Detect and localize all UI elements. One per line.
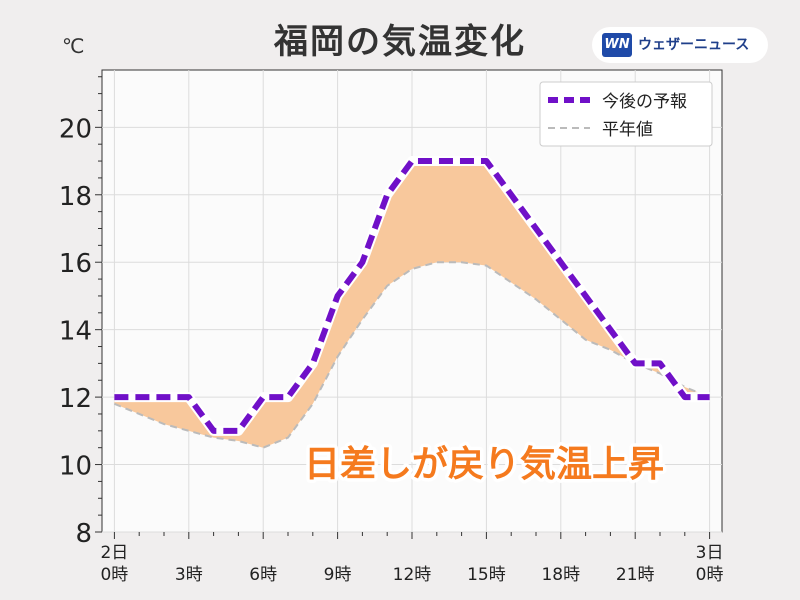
x-tick-label: 0時 (100, 565, 128, 585)
y-tick-label: 8 (75, 519, 92, 549)
x-tick-label: 12時 (393, 565, 432, 585)
brand-logo-icon: WN (602, 33, 632, 57)
legend-label-forecast: 今後の予報 (602, 92, 687, 112)
x-tick-label: 6時 (249, 565, 277, 585)
legend-label-normal: 平年値 (602, 120, 653, 140)
y-tick-label: 20 (59, 114, 92, 144)
x-tick-label: 3時 (175, 565, 203, 585)
brand-logo: WN ウェザーニュース (592, 27, 768, 63)
x-tick-label: 18時 (541, 565, 580, 585)
y-tick-label: 14 (59, 317, 92, 347)
y-tick-label: 10 (59, 452, 92, 482)
y-tick-label: 16 (59, 249, 92, 279)
x-tick-label: 0時 (696, 565, 724, 585)
x-tick-label: 21時 (616, 565, 655, 585)
brand-name: ウェザーニュース (638, 37, 750, 53)
x-tick-label: 9時 (324, 565, 352, 585)
x-tick-label-day: 3日 (696, 543, 724, 563)
annotation-text: 日差しが戻り気温上昇 (304, 444, 664, 485)
y-tick-label: 12 (59, 384, 92, 414)
chart-title: 福岡の気温変化 (274, 22, 526, 62)
x-tick-label: 15時 (467, 565, 506, 585)
y-axis-unit: ℃ (62, 34, 85, 58)
x-tick-label-day: 2日 (100, 543, 128, 563)
y-tick-label: 18 (59, 182, 92, 212)
